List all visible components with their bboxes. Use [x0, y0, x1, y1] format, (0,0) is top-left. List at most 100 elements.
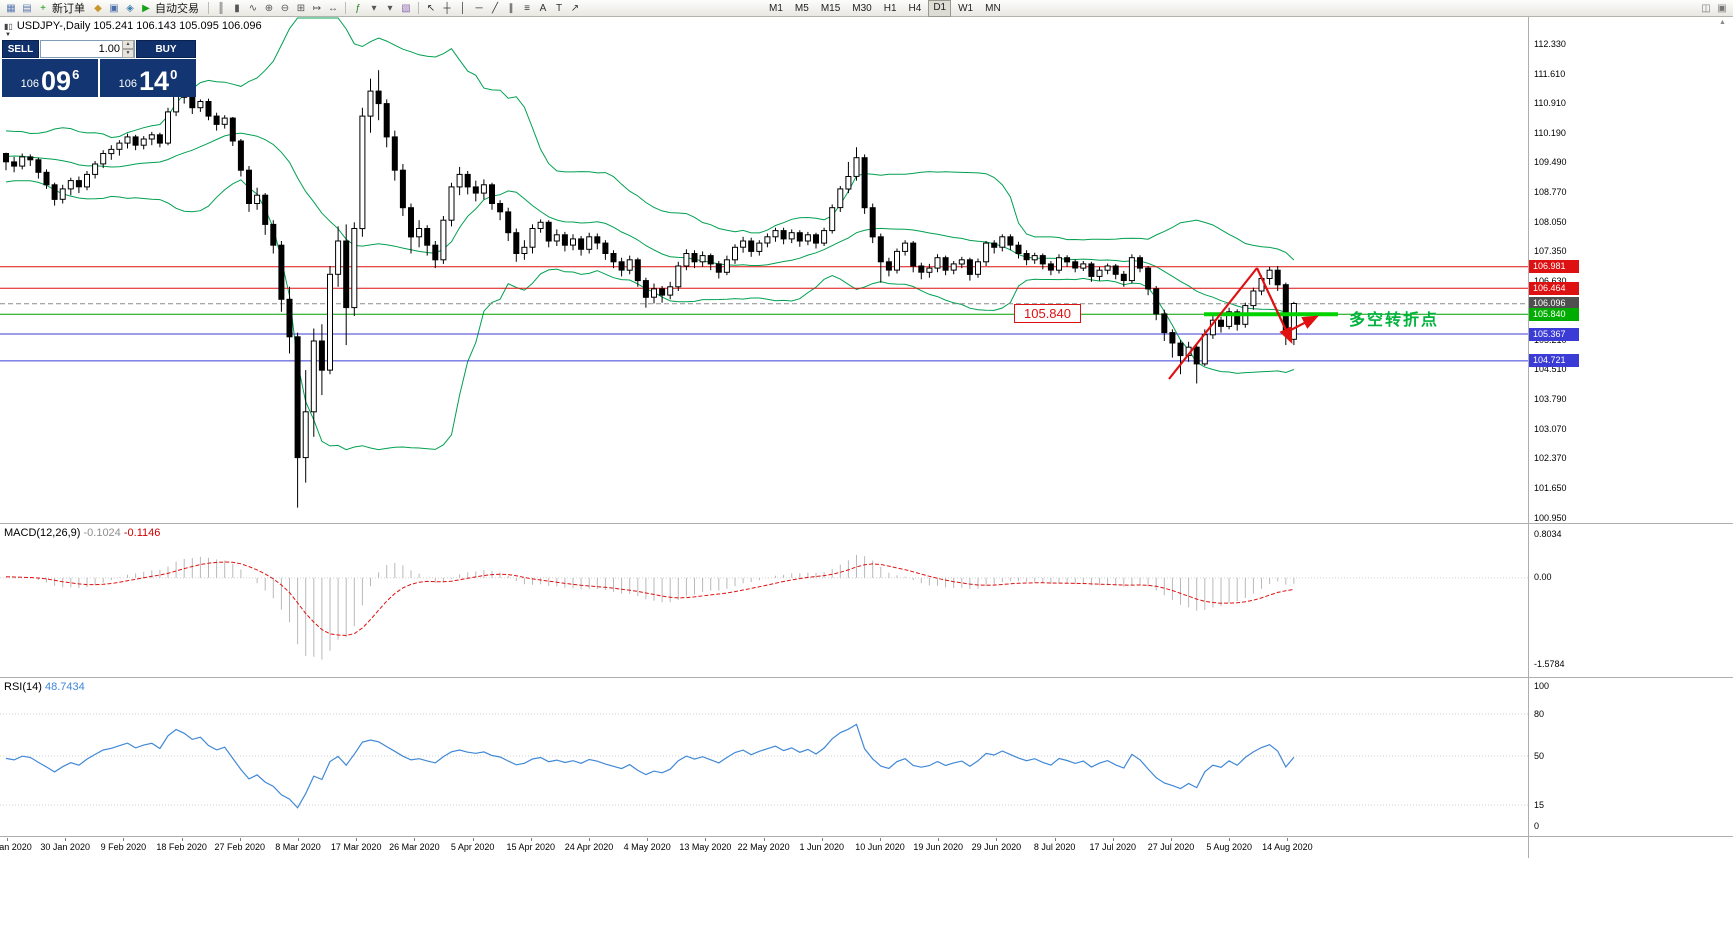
time-tick	[239, 838, 241, 841]
new-order-button-label[interactable]: 新订单	[52, 3, 85, 15]
price-tick-label: 107.350	[1534, 245, 1567, 256]
time-tick	[123, 838, 125, 841]
channel-icon[interactable]: ∥	[508, 2, 514, 14]
date-label: 29 Jun 2020	[971, 842, 1022, 852]
volume-spinner[interactable]: ▲ ▼	[122, 40, 134, 58]
symbol-info: ▮▯ USDJPY-,Daily 105.241 106.143 105.095…	[4, 20, 262, 32]
arrows-icon[interactable]: ↗	[570, 2, 580, 14]
time-tick	[647, 838, 649, 841]
crosshair-icon[interactable]: ┼	[443, 2, 451, 14]
date-label: 10 Jun 2020	[855, 842, 905, 852]
fullscreen-icon[interactable]: ▣	[1717, 2, 1727, 14]
ask-price-display[interactable]: 106 14 0	[100, 59, 196, 97]
panel-separator[interactable]	[0, 677, 1733, 678]
price-annotation-label[interactable]: 105.840	[1014, 304, 1081, 323]
indicators-dropdown-icon[interactable]: ▾	[371, 2, 377, 14]
time-tick	[1054, 838, 1056, 841]
templates-icon[interactable]: ▧	[401, 2, 411, 14]
time-tick	[996, 838, 998, 841]
time-tick	[181, 838, 183, 841]
chart-mini-icon: ▮▯	[4, 21, 13, 31]
docking-icon[interactable]: ◫	[1701, 2, 1711, 14]
text-icon[interactable]: A	[539, 2, 547, 14]
text-label-icon[interactable]: T	[555, 2, 563, 14]
price-tick-label: 103.790	[1534, 394, 1567, 405]
date-label: 5 Apr 2020	[450, 842, 495, 852]
time-tick	[589, 838, 590, 841]
zoom-out-icon[interactable]: ⊖	[280, 2, 290, 14]
chart-scroll-up-icon[interactable]: ▲	[1719, 19, 1726, 26]
line-chart-mode-icon[interactable]: ∿	[248, 2, 258, 14]
price-badge: 104.721	[1529, 354, 1579, 368]
rsi-axis-label: 15	[1534, 799, 1545, 810]
time-tick	[356, 838, 358, 841]
trendline-icon[interactable]: ╱	[491, 2, 499, 14]
market-watch-icon[interactable]: ◆	[94, 2, 102, 14]
new-chart-icon[interactable]: ▦	[6, 2, 16, 14]
rsi-value: 48.7434	[44, 681, 85, 693]
volume-down-icon[interactable]: ▼	[122, 49, 134, 58]
price-tick-label: 110.190	[1534, 127, 1566, 138]
candlestick-mode-icon[interactable]: ▮	[234, 2, 240, 14]
date-label: 9 Feb 2020	[100, 842, 147, 852]
timeframe-button-m1[interactable]: M1	[769, 2, 783, 14]
trade-prices-row: 106 09 6 106 14 0	[2, 59, 196, 97]
time-tick	[530, 838, 532, 841]
trade-controls-row: SELL 1.00 ▲ ▼ BUY	[2, 40, 196, 58]
date-label: 8 Mar 2020	[275, 842, 321, 852]
volume-value[interactable]: 1.00	[98, 43, 120, 55]
periods-dropdown-icon[interactable]: ▾	[387, 2, 393, 14]
main-toolbar: ▦ ▤ + 新订单 ◆ ▣ ◈ ▶ 自动交易 ║ ▮ ∿ ⊕ ⊖ ⊞ ↦ ↔ ƒ ▾ ▾ ▧ ↖ ┼ │ ─ ╱ ∥ ≡ A T ↗ M1 M5…	[0, 0, 1733, 17]
timeframe-button-h4[interactable]: H4	[908, 2, 922, 14]
macd-main-value: -0.1024	[83, 527, 121, 539]
chart-note-annotation[interactable]: 多空转折点	[1349, 312, 1440, 329]
one-click-collapse-icon[interactable]: ▼	[5, 32, 11, 38]
macd-axis-label: 0.00	[1534, 572, 1552, 583]
vertical-line-icon[interactable]: │	[459, 2, 467, 14]
timeframe-button-mn[interactable]: MN	[985, 2, 1001, 14]
timeframe-button-w1[interactable]: W1	[958, 2, 974, 14]
price-tick-label: 100.950	[1534, 512, 1567, 523]
date-label: 27 Jul 2020	[1147, 842, 1195, 852]
data-window-icon[interactable]: ▣	[109, 2, 119, 14]
timeframe-button-m15[interactable]: M15	[820, 2, 841, 14]
sell-button[interactable]: SELL	[2, 40, 39, 58]
toolbar-separator	[345, 2, 346, 14]
date-label: 24 Apr 2020	[564, 842, 614, 852]
horizontal-line-icon[interactable]: ─	[475, 2, 483, 14]
timeframe-button-m30[interactable]: M30	[852, 2, 872, 14]
navigator-icon[interactable]: ◈	[126, 2, 134, 14]
autotrading-button-label[interactable]: 自动交易	[155, 3, 199, 15]
timeframe-button-m5[interactable]: M5	[794, 2, 809, 14]
panel-separator[interactable]	[0, 523, 1733, 524]
bar-chart-mode-icon[interactable]: ║	[217, 2, 225, 14]
autotrading-button[interactable]: ▶	[142, 2, 150, 14]
time-tick	[472, 838, 474, 841]
time-tick	[705, 838, 707, 841]
cursor-icon[interactable]: ↖	[426, 2, 436, 14]
buy-button[interactable]: BUY	[136, 40, 196, 58]
tile-windows-icon[interactable]: ⊞	[296, 2, 306, 14]
price-tick-label: 110.910	[1534, 97, 1566, 108]
auto-scroll-icon[interactable]: ↦	[312, 2, 322, 14]
indicators-icon[interactable]: ƒ	[355, 2, 361, 14]
chart-profiles-icon[interactable]: ▤	[22, 2, 32, 14]
date-label: 14 Aug 2020	[1262, 842, 1313, 852]
time-tick	[1112, 838, 1114, 841]
price-tick-label: 109.490	[1534, 156, 1567, 167]
timeframe-button-h1[interactable]: H1	[883, 2, 897, 14]
new-order-button[interactable]: +	[40, 2, 46, 14]
fibonacci-icon[interactable]: ≡	[524, 2, 530, 14]
volume-input[interactable]: 1.00 ▲ ▼	[40, 40, 135, 58]
bid-pip-digit: 6	[72, 67, 80, 82]
zoom-in-icon[interactable]: ⊕	[264, 2, 274, 14]
toolbar-right-group: ◫ ▣	[1698, 1, 1730, 16]
timeframe-button-d1[interactable]: D1	[928, 0, 952, 17]
price-tick-label: 103.070	[1534, 424, 1567, 435]
volume-up-icon[interactable]: ▲	[122, 40, 134, 49]
chart-shift-icon[interactable]: ↔	[328, 2, 338, 14]
date-label: 21 Jan 2020	[0, 842, 32, 852]
rsi-name: RSI(14)	[4, 681, 42, 693]
bid-price-display[interactable]: 106 09 6	[2, 59, 98, 97]
